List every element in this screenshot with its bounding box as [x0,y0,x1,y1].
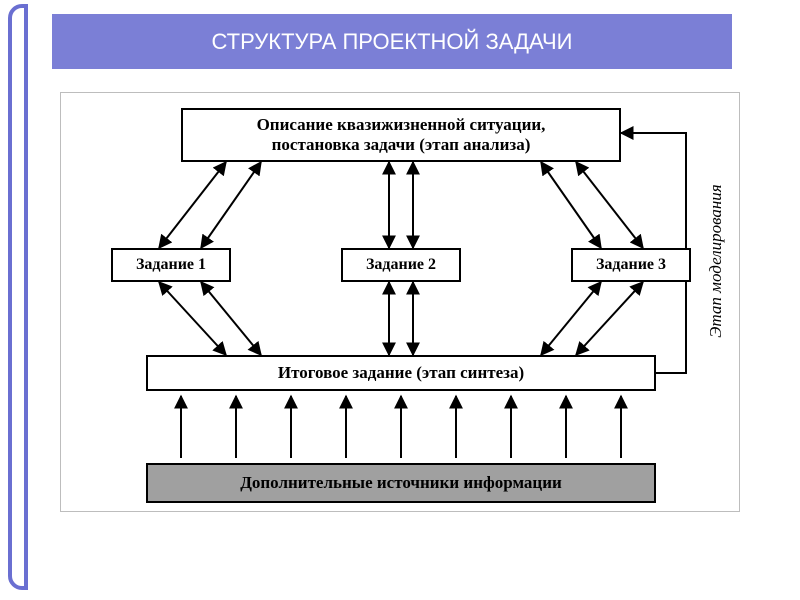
title-band: СТРУКТУРА ПРОЕКТНОЙ ЗАДАЧИ [52,14,732,69]
node-task-1: Задание 1 [111,248,231,282]
side-label: Этап моделирования [706,161,726,361]
title-text: СТРУКТУРА ПРОЕКТНОЙ ЗАДАЧИ [212,29,573,55]
node-task-2: Задание 2 [341,248,461,282]
node-final: Итоговое задание (этап синтеза) [146,355,656,391]
node-top-line1: Описание квазижизненной ситуации, [257,115,546,135]
slide-accent-border [8,4,28,590]
diagram-frame: Описание квазижизненной ситуации, постан… [60,92,740,512]
node-top-line2: постановка задачи (этап анализа) [272,135,531,155]
node-task-1-label: Задание 1 [136,255,206,274]
node-top: Описание квазижизненной ситуации, постан… [181,108,621,162]
node-task-3-label: Задание 3 [596,255,666,274]
node-bottom-label: Дополнительные источники информации [240,473,562,493]
node-task-3: Задание 3 [571,248,691,282]
node-task-2-label: Задание 2 [366,255,436,274]
side-label-text: Этап моделирования [706,184,725,337]
node-final-label: Итоговое задание (этап синтеза) [278,363,524,383]
node-bottom: Дополнительные источники информации [146,463,656,503]
